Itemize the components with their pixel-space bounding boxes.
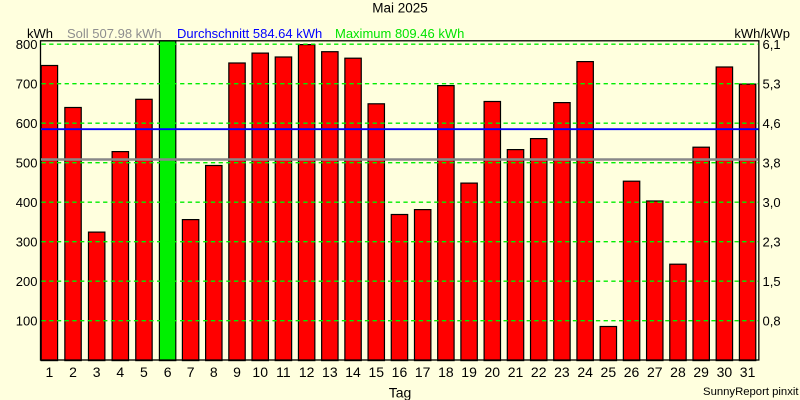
svg-text:29: 29	[693, 364, 709, 380]
svg-text:800: 800	[16, 37, 38, 52]
svg-text:100: 100	[16, 313, 38, 328]
svg-text:16: 16	[392, 364, 408, 380]
svg-text:3,8: 3,8	[763, 155, 781, 170]
svg-text:8: 8	[210, 364, 218, 380]
svg-text:2,3: 2,3	[763, 234, 781, 249]
svg-text:300: 300	[16, 234, 38, 249]
svg-text:12: 12	[299, 364, 315, 380]
svg-text:SunnyReport pinxit: SunnyReport pinxit	[703, 386, 799, 398]
svg-text:Tag: Tag	[389, 385, 412, 400]
svg-text:14: 14	[345, 364, 361, 380]
svg-text:Mai 2025: Mai 2025	[372, 1, 428, 16]
svg-text:26: 26	[624, 364, 640, 380]
svg-text:Soll 507.98 kWh: Soll 507.98 kWh	[67, 26, 162, 41]
svg-text:9: 9	[233, 364, 241, 380]
svg-text:kWh: kWh	[27, 26, 53, 41]
svg-text:2: 2	[69, 364, 77, 380]
svg-text:kWh/kWp: kWh/kWp	[734, 26, 790, 41]
svg-text:6: 6	[164, 364, 172, 380]
svg-text:4,6: 4,6	[763, 116, 781, 131]
svg-text:17: 17	[415, 364, 431, 380]
svg-text:0,8: 0,8	[763, 313, 781, 328]
svg-text:4: 4	[116, 364, 124, 380]
svg-text:27: 27	[647, 364, 663, 380]
svg-text:3,0: 3,0	[763, 195, 781, 210]
svg-text:28: 28	[670, 364, 686, 380]
svg-text:500: 500	[16, 155, 38, 170]
svg-text:24: 24	[577, 364, 593, 380]
svg-text:30: 30	[717, 364, 733, 380]
svg-text:200: 200	[16, 274, 38, 289]
svg-text:7: 7	[187, 364, 195, 380]
svg-text:25: 25	[601, 364, 617, 380]
svg-text:Durchschnitt 584.64 kWh: Durchschnitt 584.64 kWh	[177, 26, 322, 41]
svg-text:6,1: 6,1	[763, 37, 781, 52]
svg-text:5: 5	[140, 364, 148, 380]
svg-text:22: 22	[531, 364, 547, 380]
svg-text:10: 10	[252, 364, 268, 380]
svg-text:600: 600	[16, 116, 38, 131]
svg-text:19: 19	[461, 364, 477, 380]
svg-text:Maximum 809.46 kWh: Maximum 809.46 kWh	[335, 26, 464, 41]
svg-text:1: 1	[46, 364, 54, 380]
svg-text:15: 15	[368, 364, 384, 380]
svg-text:3: 3	[93, 364, 101, 380]
svg-text:5,3: 5,3	[763, 76, 781, 91]
svg-text:700: 700	[16, 76, 38, 91]
svg-text:13: 13	[322, 364, 338, 380]
svg-text:1,5: 1,5	[763, 274, 781, 289]
svg-text:23: 23	[554, 364, 570, 380]
svg-text:31: 31	[740, 364, 756, 380]
svg-text:11: 11	[276, 364, 291, 380]
svg-text:18: 18	[438, 364, 454, 380]
svg-text:21: 21	[508, 364, 524, 380]
svg-text:400: 400	[16, 195, 38, 210]
svg-text:20: 20	[485, 364, 501, 380]
